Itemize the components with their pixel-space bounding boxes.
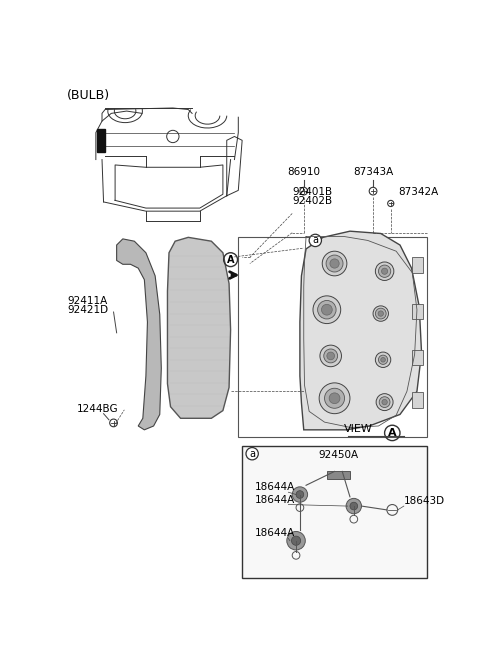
Text: (BULB): (BULB): [67, 89, 110, 102]
Text: 92402B: 92402B: [292, 195, 332, 206]
Circle shape: [375, 308, 386, 319]
Bar: [238, 237, 427, 437]
Text: 86910: 86910: [287, 167, 320, 176]
Bar: [97, 129, 105, 152]
Polygon shape: [300, 231, 421, 430]
Circle shape: [319, 383, 350, 414]
Text: A: A: [388, 428, 396, 438]
Circle shape: [381, 358, 385, 362]
Circle shape: [246, 447, 258, 460]
Text: 87342A: 87342A: [398, 186, 439, 197]
Circle shape: [324, 349, 337, 363]
Polygon shape: [117, 239, 161, 430]
Circle shape: [322, 304, 332, 315]
Text: A: A: [227, 255, 234, 264]
Circle shape: [296, 491, 304, 499]
Bar: [411, 304, 423, 319]
Circle shape: [375, 352, 391, 367]
Text: 92411A: 92411A: [67, 296, 108, 306]
Text: 18643D: 18643D: [404, 496, 445, 506]
Text: a: a: [249, 449, 255, 459]
Bar: [411, 392, 423, 407]
Text: 18644A: 18644A: [255, 482, 296, 492]
Circle shape: [378, 311, 384, 316]
Circle shape: [373, 306, 388, 321]
Text: 92401B: 92401B: [292, 186, 332, 197]
Text: 87343A: 87343A: [353, 167, 393, 176]
Circle shape: [350, 502, 358, 510]
Circle shape: [322, 251, 347, 276]
Circle shape: [292, 487, 308, 502]
Circle shape: [382, 400, 387, 405]
Text: 18644A: 18644A: [255, 495, 296, 504]
Circle shape: [329, 393, 340, 403]
Bar: [411, 350, 423, 365]
Circle shape: [313, 296, 341, 323]
Circle shape: [327, 352, 335, 359]
Circle shape: [378, 355, 388, 364]
Circle shape: [318, 300, 336, 319]
Circle shape: [309, 234, 322, 247]
Circle shape: [376, 394, 393, 411]
Circle shape: [330, 259, 339, 268]
Text: 92421D: 92421D: [67, 305, 108, 315]
Circle shape: [291, 536, 300, 545]
Text: a: a: [312, 236, 318, 245]
Bar: [327, 472, 350, 479]
Bar: [242, 446, 427, 578]
Polygon shape: [168, 237, 230, 419]
Circle shape: [375, 262, 394, 281]
Bar: [411, 257, 423, 273]
Text: VIEW: VIEW: [344, 424, 373, 434]
Circle shape: [378, 265, 391, 277]
Circle shape: [346, 499, 361, 514]
Circle shape: [379, 397, 390, 407]
Text: 92450A: 92450A: [318, 450, 359, 460]
Circle shape: [324, 388, 345, 408]
Text: 1244BG: 1244BG: [77, 403, 118, 414]
Text: 18644A: 18644A: [255, 529, 296, 539]
Circle shape: [287, 531, 305, 550]
Circle shape: [382, 268, 388, 274]
Circle shape: [320, 345, 341, 367]
Circle shape: [326, 255, 343, 272]
